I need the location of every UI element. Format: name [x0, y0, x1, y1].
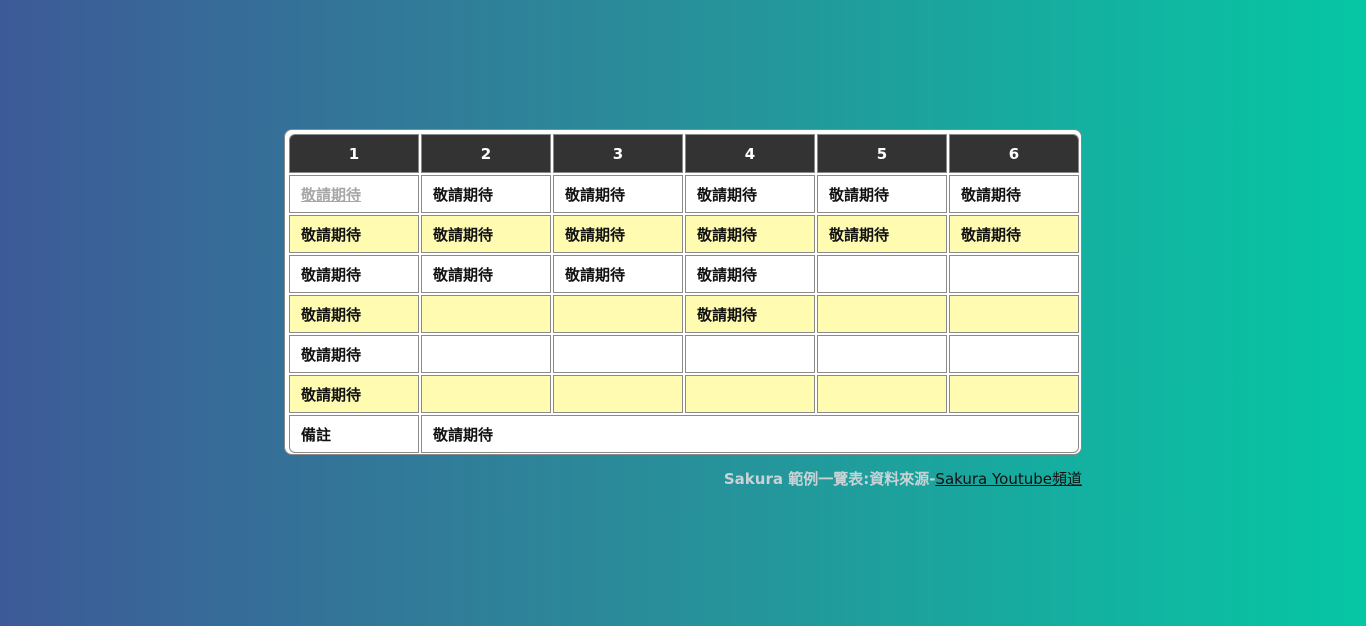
table-cell: 敬請期待	[289, 295, 419, 333]
table-cell: 敬請期待	[685, 215, 815, 253]
source-credit-text: Sakura 範例一覽表:資料來源-	[723, 470, 936, 488]
table-header-row: 1 2 3 4 5 6	[289, 134, 1079, 173]
table-cell: 敬請期待	[553, 175, 683, 213]
column-header-6: 6	[949, 134, 1079, 173]
table-cell	[949, 255, 1079, 293]
table-cell	[421, 375, 551, 413]
table-cell: 敬請期待	[553, 215, 683, 253]
table-cell: 敬請期待	[289, 335, 419, 373]
table-cell	[553, 335, 683, 373]
table-cell	[817, 295, 947, 333]
table-cell[interactable]: 敬請期待	[289, 175, 419, 213]
table-cell: 敬請期待	[949, 215, 1079, 253]
table-row: 敬請期待 敬請期待	[289, 295, 1079, 333]
table-cell	[685, 375, 815, 413]
table-cell	[949, 295, 1079, 333]
table-cell	[553, 295, 683, 333]
column-header-4: 4	[685, 134, 815, 173]
table-cell	[949, 375, 1079, 413]
source-credit-link[interactable]: Sakura Youtube頻道	[935, 470, 1082, 488]
table-cell: 敬請期待	[817, 215, 947, 253]
table-cell: 敬請期待	[289, 255, 419, 293]
table-cell: 敬請期待	[685, 295, 815, 333]
note-label: 備註	[289, 415, 419, 453]
column-header-5: 5	[817, 134, 947, 173]
table-cell	[685, 335, 815, 373]
table-note-row: 備註 敬請期待	[289, 415, 1079, 453]
column-header-1: 1	[289, 134, 419, 173]
examples-table: 1 2 3 4 5 6 敬請期待 敬請期待 敬請期待 敬請期待 敬請期待 敬請期…	[287, 132, 1081, 455]
source-credit: Sakura 範例一覽表:資料來源-Sakura Youtube頻道	[724, 468, 1082, 489]
note-value: 敬請期待	[421, 415, 1079, 453]
table-cell: 敬請期待	[817, 175, 947, 213]
table-cell: 敬請期待	[949, 175, 1079, 213]
table-cell: 敬請期待	[685, 255, 815, 293]
table-cell	[553, 375, 683, 413]
examples-table-container: 1 2 3 4 5 6 敬請期待 敬請期待 敬請期待 敬請期待 敬請期待 敬請期…	[284, 129, 1082, 455]
table-cell: 敬請期待	[289, 375, 419, 413]
table-cell: 敬請期待	[421, 215, 551, 253]
table-row: 敬請期待	[289, 375, 1079, 413]
table-cell: 敬請期待	[421, 255, 551, 293]
column-header-3: 3	[553, 134, 683, 173]
table-row: 敬請期待 敬請期待 敬請期待 敬請期待 敬請期待 敬請期待	[289, 215, 1079, 253]
table-cell	[817, 255, 947, 293]
table-cell: 敬請期待	[421, 175, 551, 213]
table-row: 敬請期待 敬請期待 敬請期待 敬請期待 敬請期待 敬請期待	[289, 175, 1079, 213]
table-cell	[421, 295, 551, 333]
table-cell	[817, 375, 947, 413]
table-cell	[817, 335, 947, 373]
table-cell: 敬請期待	[553, 255, 683, 293]
table-cell	[421, 335, 551, 373]
cell-link[interactable]: 敬請期待	[301, 185, 362, 204]
table-cell	[949, 335, 1079, 373]
table-row: 敬請期待 敬請期待 敬請期待 敬請期待	[289, 255, 1079, 293]
table-cell: 敬請期待	[685, 175, 815, 213]
table-cell: 敬請期待	[289, 215, 419, 253]
column-header-2: 2	[421, 134, 551, 173]
table-row: 敬請期待	[289, 335, 1079, 373]
